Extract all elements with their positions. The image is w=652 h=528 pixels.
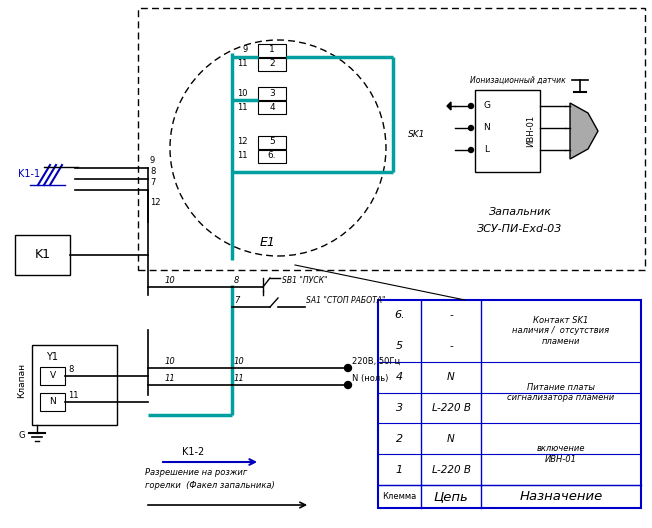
- Text: 6.: 6.: [268, 152, 276, 161]
- Text: N: N: [447, 372, 455, 382]
- Text: 11: 11: [237, 60, 248, 69]
- Text: Цепь: Цепь: [434, 490, 468, 503]
- Text: 4: 4: [269, 102, 274, 111]
- Text: L: L: [484, 146, 490, 155]
- Text: 3: 3: [269, 89, 275, 98]
- Text: 220В, 50Гц: 220В, 50Гц: [352, 357, 400, 366]
- Circle shape: [469, 126, 473, 130]
- Bar: [258, 100, 286, 114]
- Text: 12: 12: [237, 137, 248, 146]
- Text: -: -: [449, 341, 453, 351]
- Text: Y1: Y1: [46, 352, 58, 362]
- Text: 9: 9: [150, 156, 155, 165]
- Text: Клапан: Клапан: [18, 362, 27, 398]
- Text: N (ноль): N (ноль): [352, 374, 389, 383]
- Text: 11: 11: [68, 391, 78, 400]
- Text: SB1 "ПУСК": SB1 "ПУСК": [282, 276, 327, 285]
- Text: 12: 12: [150, 198, 160, 207]
- Text: 11: 11: [234, 374, 244, 383]
- Text: 7: 7: [234, 296, 239, 305]
- Bar: [258, 149, 286, 163]
- Text: Ионизационный датчик: Ионизационный датчик: [469, 76, 565, 84]
- Text: включение
ИВН-01: включение ИВН-01: [537, 445, 585, 464]
- Bar: [258, 87, 286, 99]
- Circle shape: [469, 147, 473, 153]
- Text: Питание платы
сигнализатора пламени: Питание платы сигнализатора пламени: [507, 383, 615, 402]
- Text: -: -: [449, 310, 453, 320]
- Text: 6.: 6.: [394, 310, 405, 320]
- Text: 10: 10: [165, 276, 176, 285]
- Bar: [40, 393, 65, 411]
- Text: 8: 8: [68, 365, 74, 374]
- Text: 7: 7: [150, 178, 155, 187]
- Text: V: V: [50, 372, 55, 381]
- Polygon shape: [570, 103, 598, 159]
- Text: 5: 5: [269, 137, 275, 146]
- Text: Клемма: Клемма: [382, 492, 417, 501]
- Bar: [40, 367, 65, 385]
- Circle shape: [344, 364, 351, 372]
- Text: Контакт SK1
наличия /  отсутствия
пламени: Контакт SK1 наличия / отсутствия пламени: [512, 316, 610, 346]
- Text: 1: 1: [396, 465, 403, 475]
- Bar: [258, 43, 286, 56]
- Text: 11: 11: [165, 374, 176, 383]
- Text: ИВН-01: ИВН-01: [527, 115, 535, 147]
- Text: 8: 8: [234, 276, 239, 285]
- Text: горелки  (Факел запальника): горелки (Факел запальника): [145, 481, 274, 490]
- Text: 9: 9: [243, 45, 248, 54]
- Text: 8: 8: [150, 167, 155, 176]
- Polygon shape: [447, 102, 451, 110]
- Text: N: N: [484, 124, 490, 133]
- Text: Назначение: Назначение: [520, 490, 602, 503]
- Text: L-220 В: L-220 В: [432, 465, 471, 475]
- Text: 10: 10: [165, 357, 176, 366]
- Text: 5: 5: [396, 341, 403, 351]
- Bar: [32, 345, 117, 425]
- Text: K1-1: K1-1: [18, 169, 40, 179]
- Bar: [258, 58, 286, 71]
- Text: 11: 11: [237, 102, 248, 111]
- Text: 2: 2: [269, 60, 274, 69]
- Bar: [258, 136, 286, 148]
- Text: 2: 2: [396, 433, 403, 444]
- Bar: [15, 235, 70, 275]
- Text: G: G: [484, 101, 490, 110]
- Text: L-220 В: L-220 В: [432, 403, 471, 413]
- Text: E1: E1: [260, 237, 276, 250]
- Text: Разрешение на розжиг: Разрешение на розжиг: [145, 468, 247, 477]
- Text: 4: 4: [396, 372, 403, 382]
- Text: ЗСУ-ПИ-Exd-03: ЗСУ-ПИ-Exd-03: [477, 224, 563, 234]
- Text: SA1 "СТОП РАБОТА": SA1 "СТОП РАБОТА": [306, 296, 385, 305]
- Text: 1: 1: [269, 45, 275, 54]
- Text: G: G: [18, 430, 25, 439]
- Bar: [138, 8, 645, 270]
- Bar: [378, 300, 641, 508]
- Text: Запальник: Запальник: [488, 207, 552, 217]
- Text: SK1: SK1: [408, 130, 425, 139]
- Text: K1: K1: [35, 249, 50, 261]
- Text: 10: 10: [237, 89, 248, 98]
- Text: K1-2: K1-2: [182, 447, 204, 457]
- Circle shape: [469, 103, 473, 108]
- Text: 10: 10: [234, 357, 244, 366]
- Bar: [475, 90, 540, 172]
- Circle shape: [344, 382, 351, 389]
- Text: N: N: [49, 398, 56, 407]
- Text: 3: 3: [396, 403, 403, 413]
- Text: N: N: [447, 433, 455, 444]
- Text: 11: 11: [237, 152, 248, 161]
